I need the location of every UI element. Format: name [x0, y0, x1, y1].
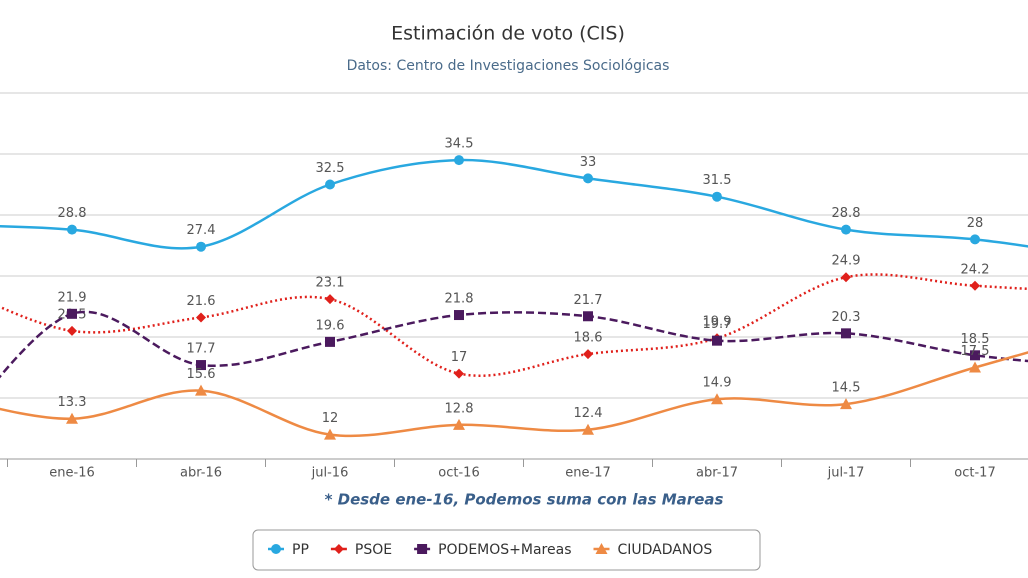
chart-title: Estimación de voto (CIS) — [391, 23, 625, 45]
point — [196, 241, 206, 252]
legend-marker — [333, 544, 344, 554]
point — [325, 336, 335, 347]
data-label: 20.3 — [832, 310, 861, 325]
point — [196, 360, 206, 371]
data-label: 24.2 — [961, 262, 990, 277]
legend-box — [252, 529, 761, 571]
point — [67, 308, 77, 319]
data-label: 24.9 — [832, 254, 861, 269]
point — [454, 368, 464, 379]
point — [66, 412, 78, 424]
point — [325, 179, 335, 190]
data-label: 14.9 — [703, 376, 732, 391]
data-label: 18.5 — [961, 332, 990, 347]
data-label: 21.6 — [187, 294, 216, 309]
data-label: 17.7 — [187, 342, 216, 357]
point — [67, 325, 77, 336]
data-label: 12 — [322, 411, 339, 426]
point — [195, 384, 207, 396]
legend-item[interactable]: PP — [268, 542, 309, 558]
point — [840, 398, 852, 410]
point — [970, 350, 980, 361]
note: * Desde ene-16, Podemos suma con las Mar… — [325, 491, 724, 509]
x-tick-label: abr-17 — [696, 466, 738, 481]
point — [711, 393, 723, 405]
x-tick-label: ene-16 — [49, 466, 94, 481]
data-label: 23.1 — [316, 276, 345, 291]
data-label: 32.5 — [316, 161, 345, 176]
x-tick-label: jul-17 — [827, 466, 865, 481]
data-label: 17.5 — [961, 344, 990, 359]
chart-subtitle: Datos: Centro de Investigaciones Socioló… — [347, 58, 670, 74]
legend-label: CIUDADANOS — [618, 542, 713, 558]
x-tick-label: jul-16 — [311, 466, 349, 481]
point — [453, 418, 465, 430]
point — [454, 155, 464, 166]
point — [841, 328, 851, 339]
point — [325, 294, 335, 305]
point — [324, 428, 336, 440]
data-label: 31.5 — [703, 173, 732, 188]
data-label: 28 — [967, 216, 984, 231]
point — [583, 173, 593, 184]
legend-marker — [271, 544, 281, 554]
data-label: 12.4 — [574, 406, 603, 421]
data-label: 34.5 — [445, 137, 474, 152]
point — [196, 312, 206, 323]
data-label: 18.6 — [574, 331, 603, 346]
series-line — [0, 273, 1028, 377]
data-label: 21.7 — [574, 293, 603, 308]
data-label: 12.8 — [445, 401, 474, 416]
data-label: 27.4 — [187, 223, 216, 238]
data-label: 33 — [580, 155, 597, 170]
data-label: 28.8 — [832, 206, 861, 221]
data-label: 28.8 — [58, 206, 87, 221]
point — [970, 280, 980, 291]
data-label: 19.9 — [703, 315, 732, 330]
x-tick-label: oct-16 — [438, 466, 479, 481]
point — [841, 224, 851, 235]
legend-marker — [595, 543, 608, 554]
point — [969, 361, 981, 373]
point — [712, 191, 722, 202]
data-label: 21.8 — [445, 292, 474, 307]
legend-item[interactable]: PODEMOS+Mareas — [414, 542, 572, 558]
series-line — [0, 158, 1028, 250]
data-label: 19.7 — [703, 317, 732, 332]
legend-marker — [417, 544, 428, 554]
data-label: 13.3 — [58, 395, 87, 410]
x-tick-label: oct-17 — [954, 466, 995, 481]
legend-item[interactable]: CIUDADANOS — [593, 542, 713, 558]
legend-label: PP — [292, 542, 309, 558]
point — [841, 272, 851, 283]
point — [454, 310, 464, 321]
legend-label: PSOE — [355, 542, 392, 558]
point — [67, 224, 77, 235]
point — [970, 234, 980, 245]
legend-label: PODEMOS+Mareas — [438, 542, 571, 558]
point — [583, 349, 593, 360]
point — [582, 423, 594, 435]
data-label: 15.6 — [187, 367, 216, 382]
x-tick-label: ene-17 — [565, 466, 610, 481]
x-tick-label: abr-16 — [180, 466, 222, 481]
data-label: 14.5 — [832, 381, 861, 396]
point — [583, 311, 593, 322]
series-line — [0, 351, 1028, 438]
point — [712, 335, 722, 346]
legend-item[interactable]: PSOE — [330, 542, 392, 558]
data-label: 17 — [451, 350, 468, 365]
data-label: 19.6 — [316, 318, 345, 333]
series-line — [0, 310, 1028, 379]
data-label: 21.9 — [58, 290, 87, 305]
